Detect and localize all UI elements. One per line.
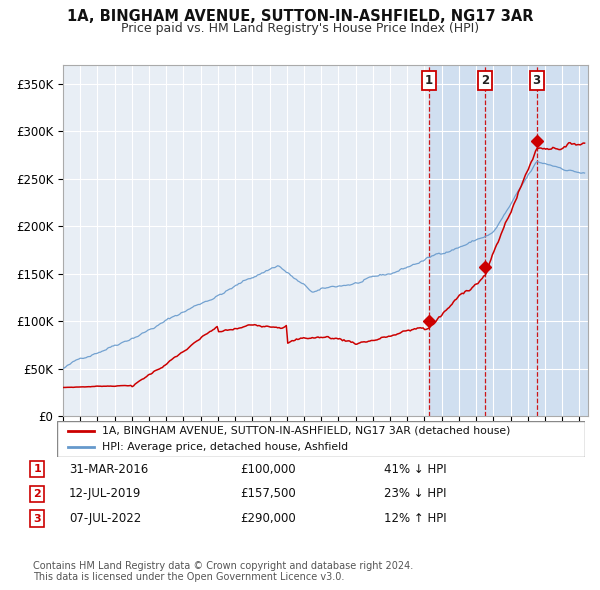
Text: 1A, BINGHAM AVENUE, SUTTON-IN-ASHFIELD, NG17 3AR (detached house): 1A, BINGHAM AVENUE, SUTTON-IN-ASHFIELD, … [102,425,510,435]
Bar [429,65,600,416]
Text: £290,000: £290,000 [240,512,296,525]
Text: Contains HM Land Registry data © Crown copyright and database right 2024.
This d: Contains HM Land Registry data © Crown c… [33,560,413,582]
Text: 2: 2 [34,489,41,499]
Text: £157,500: £157,500 [240,487,296,500]
Text: 3: 3 [34,514,41,523]
Text: £100,000: £100,000 [240,463,296,476]
Text: 41% ↓ HPI: 41% ↓ HPI [384,463,446,476]
Text: 12% ↑ HPI: 12% ↑ HPI [384,512,446,525]
Text: 1A, BINGHAM AVENUE, SUTTON-IN-ASHFIELD, NG17 3AR: 1A, BINGHAM AVENUE, SUTTON-IN-ASHFIELD, … [67,9,533,24]
Text: 23% ↓ HPI: 23% ↓ HPI [384,487,446,500]
FancyBboxPatch shape [57,421,585,457]
Text: 1: 1 [34,464,41,474]
Text: 2: 2 [481,74,490,87]
Text: 1: 1 [425,74,433,87]
Text: HPI: Average price, detached house, Ashfield: HPI: Average price, detached house, Ashf… [102,442,348,453]
Text: 07-JUL-2022: 07-JUL-2022 [69,512,141,525]
Text: Price paid vs. HM Land Registry's House Price Index (HPI): Price paid vs. HM Land Registry's House … [121,22,479,35]
Text: 12-JUL-2019: 12-JUL-2019 [69,487,142,500]
Text: 31-MAR-2016: 31-MAR-2016 [69,463,148,476]
Text: 3: 3 [533,74,541,87]
